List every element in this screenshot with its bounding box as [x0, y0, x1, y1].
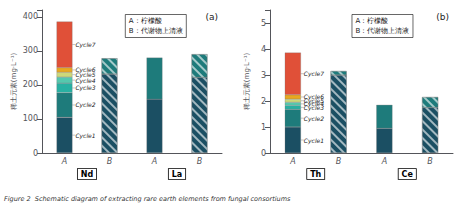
svg-text:A: A [289, 157, 295, 166]
svg-text:A: A [61, 157, 67, 166]
svg-text:Cycle4: Cycle4 [75, 76, 96, 84]
svg-text:B: B [427, 157, 433, 166]
svg-text:0: 0 [33, 149, 38, 158]
svg-text:(b): (b) [436, 12, 449, 22]
svg-text:稀土元素(mg·L⁻¹): 稀土元素(mg·L⁻¹) [243, 53, 251, 111]
svg-text:Ce: Ce [402, 170, 414, 179]
svg-text:Cycle7: Cycle7 [304, 70, 324, 78]
svg-text:Cycle1: Cycle1 [304, 137, 324, 145]
svg-text:1: 1 [261, 123, 266, 132]
svg-text:B: B [336, 157, 342, 166]
svg-text:Cycle2: Cycle2 [75, 101, 95, 109]
svg-text:Cycle6: Cycle6 [75, 66, 95, 74]
svg-text:Cycle6: Cycle6 [304, 93, 324, 101]
svg-text:400: 400 [23, 12, 38, 21]
svg-text:A：柠檬酸: A：柠檬酸 [129, 17, 162, 25]
svg-text:B：代谢物上清液: B：代谢物上清液 [129, 27, 183, 35]
svg-text:200: 200 [23, 80, 38, 89]
svg-text:Cycle1: Cycle1 [75, 132, 95, 140]
svg-text:5: 5 [261, 19, 266, 28]
svg-text:Figure 2 Schematic diagram of: Figure 2 Schematic diagram of extracting… [4, 195, 291, 203]
svg-text:稀土元素(mg·L⁻¹): 稀土元素(mg·L⁻¹) [10, 53, 18, 111]
svg-text:Th: Th [310, 170, 321, 179]
svg-text:Cycle3: Cycle3 [75, 84, 95, 92]
svg-text:Cycle5: Cycle5 [75, 71, 96, 79]
svg-text:100: 100 [23, 114, 38, 123]
svg-text:Cycle2: Cycle2 [304, 115, 324, 123]
svg-text:Cycle5: Cycle5 [303, 97, 325, 105]
svg-text:B: B [197, 157, 203, 166]
svg-text:300: 300 [23, 46, 38, 55]
svg-text:B：代谢物上清液: B：代谢物上清液 [355, 27, 409, 35]
svg-text:3: 3 [261, 71, 266, 80]
svg-text:Cycle3: Cycle3 [303, 103, 325, 111]
svg-text:Cycle4: Cycle4 [303, 100, 325, 108]
svg-text:2: 2 [261, 97, 266, 106]
svg-text:(a): (a) [205, 12, 218, 22]
svg-text:A: A [381, 157, 387, 166]
svg-text:A：柠檬酸: A：柠檬酸 [355, 17, 388, 25]
svg-text:Nd: Nd [81, 170, 94, 179]
svg-text:A: A [151, 157, 157, 166]
svg-text:B: B [107, 157, 113, 166]
svg-text:Cycle7: Cycle7 [75, 41, 95, 49]
svg-text:La: La [172, 170, 183, 179]
svg-text:4: 4 [261, 45, 266, 54]
svg-text:0: 0 [261, 149, 266, 158]
